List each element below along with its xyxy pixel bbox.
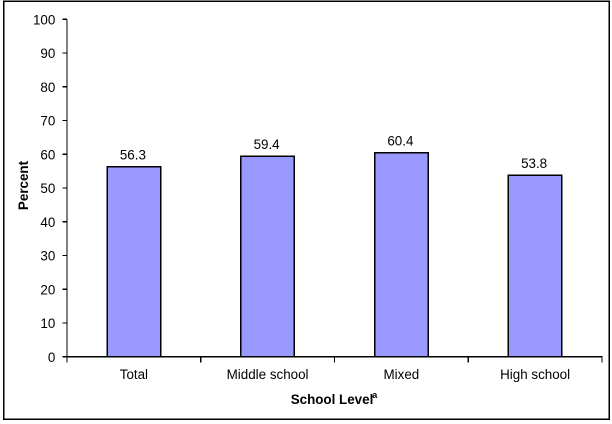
svg-text:53.8: 53.8 <box>521 156 547 171</box>
svg-text:20: 20 <box>40 282 55 297</box>
svg-text:80: 80 <box>40 80 55 95</box>
svg-text:School Levela: School Levela <box>291 390 379 407</box>
svg-text:70: 70 <box>40 114 55 129</box>
svg-text:60.4: 60.4 <box>387 134 414 149</box>
svg-text:High school: High school <box>500 367 570 382</box>
svg-text:Percent: Percent <box>16 160 31 210</box>
svg-text:60: 60 <box>40 147 55 162</box>
svg-text:0: 0 <box>48 350 55 365</box>
svg-text:40: 40 <box>40 215 55 230</box>
svg-text:Mixed: Mixed <box>384 367 420 382</box>
svg-text:10: 10 <box>40 316 55 331</box>
svg-text:100: 100 <box>33 13 55 28</box>
svg-text:30: 30 <box>40 249 55 264</box>
svg-text:59.4: 59.4 <box>254 137 281 152</box>
svg-text:90: 90 <box>40 46 55 61</box>
svg-text:56.3: 56.3 <box>120 147 146 162</box>
svg-text:50: 50 <box>40 181 55 196</box>
svg-text:Total: Total <box>120 367 148 382</box>
svg-text:Middle school: Middle school <box>227 367 309 382</box>
